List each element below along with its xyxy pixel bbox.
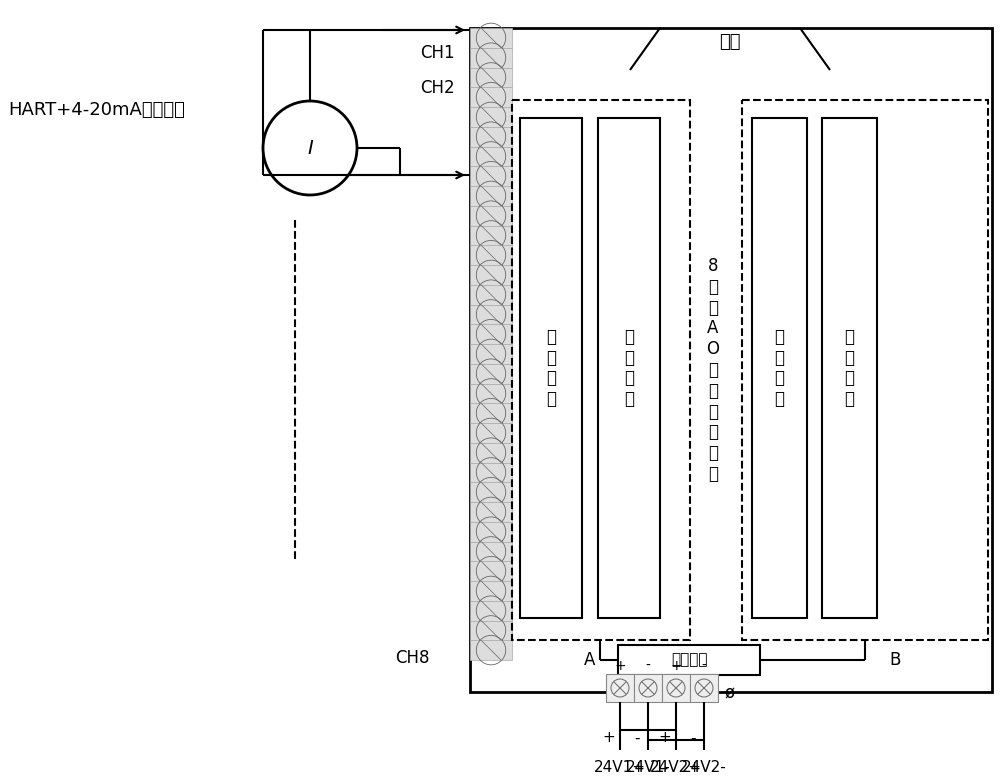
Text: +: +	[614, 659, 626, 673]
Bar	[470, 363, 512, 384]
Bar	[470, 324, 512, 344]
Bar	[662, 674, 690, 702]
Bar	[470, 403, 512, 423]
Bar	[752, 118, 807, 618]
Bar	[470, 186, 512, 206]
Text: A: A	[584, 651, 596, 669]
Bar	[470, 126, 512, 147]
Text: 主
卡
插
槽: 主 卡 插 槽	[624, 328, 634, 408]
Bar	[742, 100, 988, 640]
Bar	[470, 541, 512, 562]
Bar	[606, 674, 634, 702]
Bar	[618, 645, 760, 675]
Bar	[470, 562, 512, 581]
Bar	[470, 522, 512, 541]
Text: 24V2-: 24V2-	[682, 760, 726, 775]
Bar	[470, 265, 512, 285]
Bar	[470, 304, 512, 324]
Text: 24V1+: 24V1+	[594, 760, 646, 775]
Bar	[470, 48, 512, 68]
Bar	[470, 502, 512, 522]
Text: CH1: CH1	[420, 44, 455, 62]
Bar	[470, 344, 512, 363]
Bar	[470, 147, 512, 166]
Bar	[822, 118, 877, 618]
Bar	[470, 621, 512, 640]
Bar	[470, 482, 512, 502]
Text: CH2: CH2	[420, 79, 455, 97]
Bar	[470, 206, 512, 225]
Bar	[470, 166, 512, 186]
Text: +: +	[659, 731, 671, 746]
Bar	[470, 245, 512, 265]
Text: CH8: CH8	[396, 649, 430, 667]
Bar	[512, 100, 690, 640]
Text: HART+4-20mA电流输出: HART+4-20mA电流输出	[8, 101, 185, 119]
Text: -: -	[646, 659, 650, 673]
Text: 子
卡
插
槽: 子 卡 插 槽	[546, 328, 556, 408]
Bar	[470, 285, 512, 304]
Text: -: -	[634, 731, 640, 746]
Text: I: I	[307, 139, 313, 158]
Bar	[470, 107, 512, 126]
Bar	[520, 118, 582, 618]
Bar	[470, 463, 512, 482]
Bar	[470, 68, 512, 87]
Bar	[470, 87, 512, 107]
Text: +: +	[670, 659, 682, 673]
Text: 信号选通: 信号选通	[671, 653, 707, 668]
Bar	[470, 423, 512, 443]
Bar	[470, 640, 512, 660]
Bar	[470, 581, 512, 601]
Bar	[598, 118, 660, 618]
Text: -: -	[690, 731, 696, 746]
Text: +: +	[603, 731, 615, 746]
Bar	[690, 674, 718, 702]
Text: 8
通
道
A
O
冗
余
信
号
底
座: 8 通 道 A O 冗 余 信 号 底 座	[706, 257, 720, 483]
Text: 外壳: 外壳	[719, 33, 741, 51]
Text: -: -	[702, 659, 706, 673]
Bar	[470, 443, 512, 463]
Bar	[634, 674, 662, 702]
Text: ø: ø	[725, 684, 735, 702]
Text: 24V1-: 24V1-	[626, 760, 670, 775]
Bar	[470, 28, 512, 48]
Bar	[470, 225, 512, 245]
Text: 子
卡
插
槽: 子 卡 插 槽	[774, 328, 784, 408]
Bar	[470, 384, 512, 403]
Text: B: B	[889, 651, 901, 669]
Text: 24V2+: 24V2+	[650, 760, 702, 775]
Bar	[470, 28, 992, 692]
Text: 主
卡
插
槽: 主 卡 插 槽	[844, 328, 854, 408]
Bar	[470, 601, 512, 621]
